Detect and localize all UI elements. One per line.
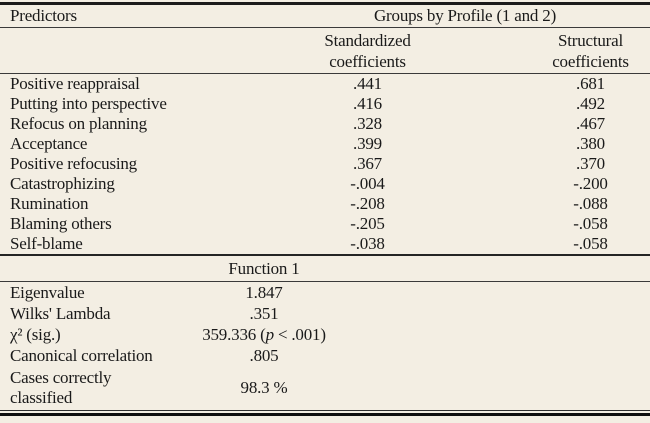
- structural-value: -.058: [573, 234, 608, 253]
- function-header-empty-cell: [0, 256, 165, 282]
- statistic-label: Wilks' Lambda: [10, 303, 111, 323]
- structural-value: .467: [576, 114, 605, 133]
- structural-value: .370: [576, 154, 605, 173]
- statistic-label: Canonical correlation: [10, 345, 153, 365]
- col-header-predictors: Predictors: [0, 5, 280, 28]
- standardized-value: .328: [353, 114, 382, 133]
- predictor-label: Blaming others: [10, 214, 112, 233]
- statistic-label-chi-square: χ² (sig.): [10, 324, 61, 344]
- predictor-label: Rumination: [10, 194, 89, 213]
- predictor-label: Acceptance: [10, 134, 88, 153]
- predictor-label: Catastrophizing: [10, 174, 115, 193]
- table-bottom-rule-thin: [0, 410, 650, 411]
- predictor-label: Self-blame: [10, 234, 83, 253]
- subheader-row: Standardized coefficients Structural coe…: [0, 27, 650, 74]
- standardized-value: -.208: [350, 194, 385, 213]
- statistic-row: χ² (sig.) 359.336 (p < .001): [0, 324, 650, 345]
- statistic-value: 1.847: [245, 282, 283, 302]
- statistic-label: Eigenvalue: [10, 282, 85, 302]
- statistic-value: .805: [249, 345, 279, 365]
- predictors-table: Predictors Groups by Profile (1 and 2) S…: [0, 5, 650, 254]
- statistic-row: Eigenvalue 1.847: [0, 282, 650, 304]
- predictor-row: Rumination -.208 -.088: [0, 194, 650, 214]
- table-bottom-rule-thick: [0, 413, 650, 416]
- col-header-structural: Structural coefficients: [455, 27, 650, 74]
- statistic-row: Canonical correlation .805: [0, 345, 650, 366]
- structural-value: -.200: [573, 174, 608, 193]
- subheader-empty-cell: [0, 27, 280, 74]
- structural-value: .492: [576, 94, 605, 113]
- function-header-row: Function 1: [0, 256, 650, 282]
- predictor-row: Putting into perspective .416 .492: [0, 94, 650, 114]
- standardized-value: -.038: [350, 234, 385, 253]
- statistic-row: Wilks' Lambda .351: [0, 303, 650, 324]
- standardized-value: .399: [353, 134, 382, 153]
- predictor-row: Positive reappraisal .441 .681: [0, 74, 650, 95]
- statistic-value: .351: [249, 303, 279, 323]
- chi-value-prefix: 359.336 (: [202, 324, 266, 344]
- standardized-value: .441: [353, 74, 382, 93]
- predictor-label: Refocus on planning: [10, 114, 147, 133]
- col-header-groups-span: Groups by Profile (1 and 2): [280, 5, 650, 28]
- predictor-row: Catastrophizing -.004 -.200: [0, 174, 650, 194]
- structural-value: -.088: [573, 194, 608, 213]
- table-top-rule: [0, 2, 650, 5]
- predictor-row: Refocus on planning .328 .467: [0, 114, 650, 134]
- header-row: Predictors Groups by Profile (1 and 2): [0, 5, 650, 28]
- statistic-row: Cases correctly classified 98.3 %: [0, 366, 650, 409]
- predictor-row: Acceptance .399 .380: [0, 134, 650, 154]
- standardized-value: -.004: [350, 174, 385, 193]
- section-divider-rule: [0, 254, 650, 256]
- structural-value: .681: [576, 74, 605, 93]
- statistic-value: 98.3 %: [240, 377, 288, 397]
- statistic-value-chi-square: 359.336 (p < .001): [165, 324, 650, 345]
- function-statistics-table: Function 1 Eigenvalue 1.847 Wilks' Lambd…: [0, 256, 650, 409]
- predictor-label: Positive refocusing: [10, 154, 137, 173]
- standardized-value: .367: [353, 154, 382, 173]
- statistic-label: Cases correctly classified: [10, 367, 112, 407]
- standardized-value: -.205: [350, 214, 385, 233]
- predictor-label: Positive reappraisal: [10, 74, 140, 93]
- predictor-row: Positive refocusing .367 .370: [0, 154, 650, 174]
- predictor-label: Putting into perspective: [10, 94, 167, 113]
- structural-value: .380: [576, 134, 605, 153]
- col-header-standardized: Standardized coefficients: [280, 27, 455, 74]
- function-header: Function 1: [165, 256, 650, 282]
- predictor-row: Self-blame -.038 -.058: [0, 234, 650, 254]
- predictor-row: Blaming others -.205 -.058: [0, 214, 650, 234]
- standardized-value: .416: [353, 94, 382, 113]
- structural-value: -.058: [573, 214, 608, 233]
- chi-value-suffix: < .001): [273, 324, 326, 344]
- p-symbol: p: [265, 324, 275, 344]
